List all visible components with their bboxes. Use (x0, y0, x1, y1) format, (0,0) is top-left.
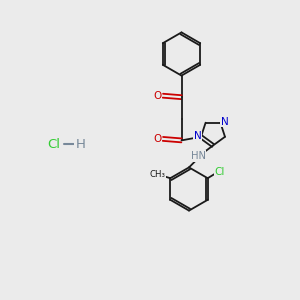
Text: O: O (153, 91, 162, 101)
Text: Cl: Cl (214, 167, 225, 177)
Text: CH₃: CH₃ (149, 170, 165, 179)
Text: N: N (221, 116, 229, 127)
Text: Cl: Cl (47, 137, 61, 151)
Text: HN: HN (190, 151, 206, 161)
Text: H: H (76, 137, 85, 151)
Text: O: O (153, 134, 162, 144)
Text: N: N (194, 131, 201, 141)
